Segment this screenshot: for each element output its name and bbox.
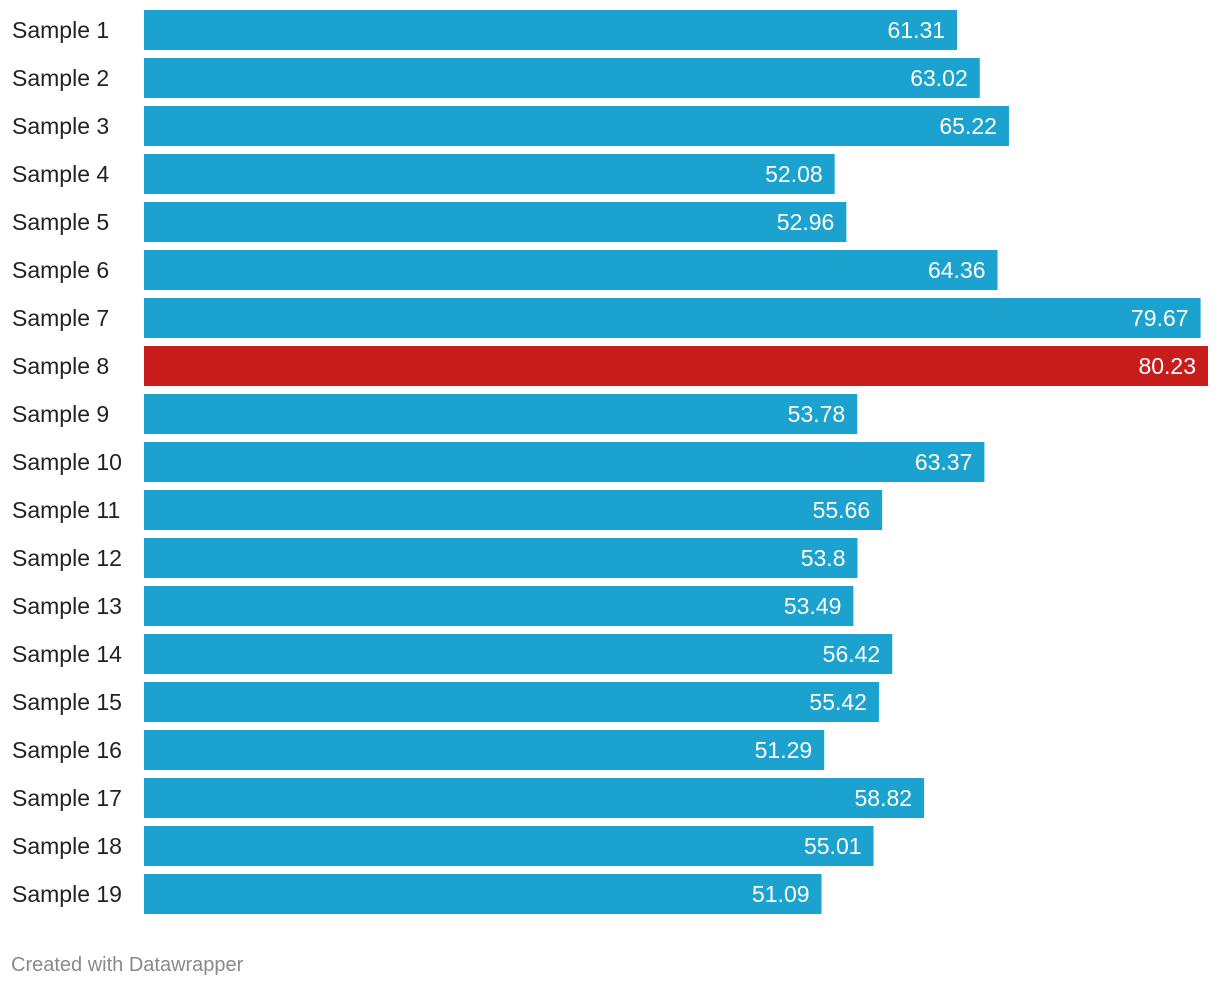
bar (144, 250, 998, 290)
value-label: 79.67 (1131, 305, 1189, 331)
bar (144, 730, 825, 770)
bar (144, 634, 893, 674)
value-label: 53.78 (788, 401, 846, 427)
value-label: 63.02 (910, 65, 968, 91)
value-label: 55.42 (809, 689, 867, 715)
bar (144, 298, 1201, 338)
value-label: 53.49 (784, 593, 842, 619)
bar-row: Sample 17 58.82 (12, 778, 925, 818)
category-label: Sample 3 (12, 113, 109, 139)
bar-row: Sample 18 55.01 (12, 826, 874, 866)
category-label: Sample 19 (12, 881, 122, 907)
bar (144, 58, 980, 98)
bar-row: Sample 4 52.08 (12, 154, 835, 194)
bar (144, 154, 835, 194)
bar-row: Sample 14 56.42 (12, 634, 893, 674)
value-label: 56.42 (823, 641, 881, 667)
bar (144, 778, 925, 818)
bar (144, 394, 858, 434)
bar (144, 874, 822, 914)
value-label: 52.08 (765, 161, 823, 187)
category-label: Sample 17 (12, 785, 122, 811)
bar-row: Sample 19 51.09 (12, 874, 822, 914)
value-label: 63.37 (915, 449, 973, 475)
bar-row: Sample 10 63.37 (12, 442, 985, 482)
value-label: 61.31 (888, 17, 946, 43)
bar (144, 490, 883, 530)
bar (144, 682, 879, 722)
category-label: Sample 15 (12, 689, 122, 715)
bar (144, 202, 847, 242)
value-label: 53.8 (801, 545, 846, 571)
bar-row: Sample 12 53.8 (12, 538, 858, 578)
category-label: Sample 10 (12, 449, 122, 475)
bar (144, 442, 985, 482)
value-label: 55.66 (813, 497, 871, 523)
credit-text: Created with Datawrapper (11, 954, 244, 976)
category-label: Sample 18 (12, 833, 122, 859)
bar (144, 538, 858, 578)
category-label: Sample 9 (12, 401, 109, 427)
bar-row: Sample 15 55.42 (12, 682, 879, 722)
value-label: 64.36 (928, 257, 986, 283)
category-label: Sample 4 (12, 161, 109, 187)
category-label: Sample 5 (12, 209, 109, 235)
category-label: Sample 1 (12, 17, 109, 43)
value-label: 58.82 (855, 785, 913, 811)
bar-row: Sample 2 63.02 (12, 58, 980, 98)
highlighted-bar (144, 346, 1208, 386)
bar-row: Sample 8 80.23 (12, 346, 1208, 386)
category-label: Sample 16 (12, 737, 122, 763)
value-label: 55.01 (804, 833, 862, 859)
bar-row: Sample 6 64.36 (12, 250, 998, 290)
bar (144, 106, 1009, 146)
bar-row: Sample 9 53.78 (12, 394, 858, 434)
category-label: Sample 6 (12, 257, 109, 283)
category-label: Sample 12 (12, 545, 122, 571)
bar-row: Sample 7 79.67 (12, 298, 1201, 338)
category-label: Sample 7 (12, 305, 109, 331)
value-label: 52.96 (777, 209, 835, 235)
bar (144, 586, 854, 626)
category-label: Sample 2 (12, 65, 109, 91)
value-label: 65.22 (939, 113, 997, 139)
value-label: 51.29 (755, 737, 813, 763)
category-label: Sample 13 (12, 593, 122, 619)
bar-row: Sample 13 53.49 (12, 586, 854, 626)
bar-row: Sample 5 52.96 (12, 202, 847, 242)
category-label: Sample 14 (12, 641, 122, 667)
bar-row: Sample 11 55.66 (12, 490, 883, 530)
bar (144, 10, 958, 50)
bar-row: Sample 16 51.29 (12, 730, 825, 770)
bar-row: Sample 3 65.22 (12, 106, 1009, 146)
category-label: Sample 11 (12, 497, 120, 523)
bar (144, 826, 874, 866)
bar-row: Sample 1 61.31 (12, 10, 958, 50)
category-label: Sample 8 (12, 353, 109, 379)
value-label: 80.23 (1138, 353, 1196, 379)
value-label: 51.09 (752, 881, 810, 907)
